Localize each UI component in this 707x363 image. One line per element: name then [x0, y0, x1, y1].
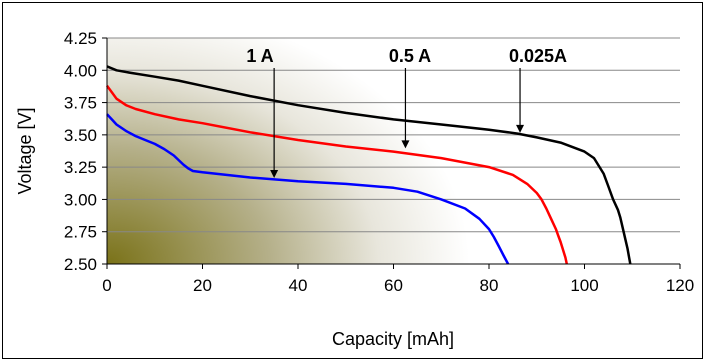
x-axis-label: Capacity [mAh]: [332, 329, 454, 349]
x-tick-label-1: 20: [193, 276, 212, 295]
y-tick-label-7: 4.25: [64, 29, 97, 48]
x-tick-label-6: 120: [666, 276, 694, 295]
annotation-label-2: 0.025A: [509, 46, 567, 66]
y-axis-label: Voltage [V]: [15, 107, 35, 194]
y-tick-label-1: 2.75: [64, 223, 97, 242]
y-tick-label-0: 2.50: [64, 255, 97, 274]
y-tick-label-3: 3.25: [64, 158, 97, 177]
y-tick-label-6: 4.00: [64, 61, 97, 80]
x-tick-label-4: 80: [480, 276, 499, 295]
y-tick-label-2: 3.00: [64, 190, 97, 209]
x-tick-label-0: 0: [102, 276, 111, 295]
annotation-label-1: 0.5 A: [389, 46, 431, 66]
y-tick-label-5: 3.75: [64, 94, 97, 113]
annotation-label-0: 1 A: [246, 46, 273, 66]
x-tick-label-5: 100: [570, 276, 598, 295]
y-tick-label-4: 3.50: [64, 126, 97, 145]
x-tick-label-3: 60: [384, 276, 403, 295]
x-tick-label-2: 40: [289, 276, 308, 295]
